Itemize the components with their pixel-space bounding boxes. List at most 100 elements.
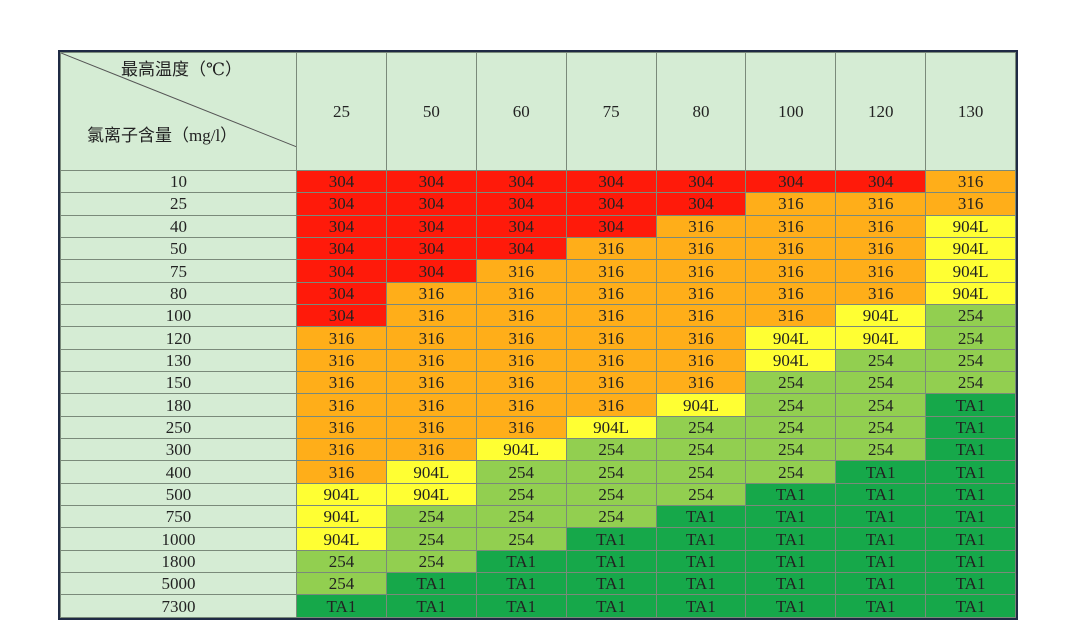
grade-cell: 316 <box>385 438 477 462</box>
grade-cell: 304 <box>475 214 567 238</box>
grade-cell: TA1 <box>835 482 927 507</box>
grade-cell: TA1 <box>745 572 837 596</box>
grade-cell: TA1 <box>475 572 567 596</box>
grade-cell: 904L <box>925 259 1016 283</box>
grade-cell: 254 <box>835 371 927 395</box>
grade-cell: 304 <box>565 214 657 238</box>
grade-cell: 316 <box>475 348 567 373</box>
table-row: 250 316 316 316 904L 254 254 254 TA1 <box>60 415 1016 440</box>
grade-cell: 316 <box>655 371 747 395</box>
grade-cell: 254 <box>745 460 837 484</box>
grade-cell: 316 <box>296 415 387 440</box>
grade-cell: 316 <box>296 438 387 462</box>
corner-bottom-label: 氯离子含量（mg/l） <box>87 126 238 145</box>
grade-cell: 304 <box>835 169 927 194</box>
table-row: 500 904L 904L 254 254 254 TA1 TA1 TA1 <box>60 482 1016 507</box>
grade-cell: 904L <box>565 415 657 440</box>
column-header: 120 <box>835 52 927 171</box>
grade-cell: 316 <box>565 348 657 373</box>
grade-cell: 254 <box>925 304 1016 328</box>
table-row: 75 304 304 316 316 316 316 316 904L <box>60 259 1016 283</box>
grade-cell: 904L <box>296 505 387 529</box>
table-row: 1800 254 254 TA1 TA1 TA1 TA1 TA1 TA1 <box>60 549 1016 574</box>
grade-cell: 304 <box>475 192 567 216</box>
grade-cell: 304 <box>385 259 477 283</box>
grade-cell: 304 <box>296 214 387 238</box>
grade-cell: 254 <box>565 505 657 529</box>
table-row: 130 316 316 316 316 316 904L 254 254 <box>60 348 1016 373</box>
grade-cell: TA1 <box>385 572 477 596</box>
grade-cell: 316 <box>655 326 747 350</box>
grade-cell: TA1 <box>835 527 927 551</box>
grade-cell: TA1 <box>925 505 1016 529</box>
grade-cell: 254 <box>565 438 657 462</box>
grade-cell: TA1 <box>565 594 657 618</box>
grade-cell: 254 <box>565 482 657 507</box>
row-header: 50 <box>60 236 297 261</box>
grade-cell: 304 <box>565 192 657 216</box>
row-header: 7300 <box>60 594 297 618</box>
grade-cell: 316 <box>475 326 567 350</box>
header-row: 最高温度（℃） 氯离子含量（mg/l） 25 50 60 75 80 100 120 130 <box>60 52 1016 171</box>
grade-cell: TA1 <box>835 460 927 484</box>
row-header: 120 <box>60 326 297 350</box>
table-row: 400 316 904L 254 254 254 254 TA1 TA1 <box>60 460 1016 484</box>
table-row: 100 304 316 316 316 316 316 904L 254 <box>60 304 1016 328</box>
grade-cell: 304 <box>296 169 387 194</box>
grade-cell: 254 <box>475 482 567 507</box>
grade-cell: 316 <box>475 371 567 395</box>
grade-cell: 904L <box>745 326 837 350</box>
grade-cell: 904L <box>296 527 387 551</box>
grade-cell: 254 <box>655 415 747 440</box>
grade-cell: 254 <box>475 527 567 551</box>
row-header: 250 <box>60 415 297 440</box>
row-header: 10 <box>60 169 297 194</box>
grade-cell: TA1 <box>835 549 927 574</box>
grade-cell: TA1 <box>925 393 1016 417</box>
row-header: 1000 <box>60 527 297 551</box>
grade-cell: 304 <box>296 304 387 328</box>
row-header: 500 <box>60 482 297 507</box>
grade-cell: TA1 <box>925 482 1016 507</box>
grade-cell: 316 <box>655 236 747 261</box>
grade-cell: 316 <box>565 281 657 306</box>
grade-cell: 304 <box>475 236 567 261</box>
grade-cell: 316 <box>565 236 657 261</box>
grade-cell: TA1 <box>835 594 927 618</box>
grade-cell: TA1 <box>385 594 477 618</box>
grade-cell: 316 <box>745 259 837 283</box>
table-row: 150 316 316 316 316 316 254 254 254 <box>60 371 1016 395</box>
row-header: 180 <box>60 393 297 417</box>
grade-cell: 316 <box>655 214 747 238</box>
table-frame: 最高温度（℃） 氯离子含量（mg/l） 25 50 60 75 80 100 120 130 … <box>58 50 1018 620</box>
grade-cell: 304 <box>296 192 387 216</box>
grade-cell: TA1 <box>925 415 1016 440</box>
row-header: 400 <box>60 460 297 484</box>
grade-cell: TA1 <box>655 594 747 618</box>
grade-cell: TA1 <box>745 549 837 574</box>
grade-cell: 316 <box>296 326 387 350</box>
grade-cell: 304 <box>296 236 387 261</box>
grade-cell: TA1 <box>925 438 1016 462</box>
grade-cell: 904L <box>835 326 927 350</box>
grade-cell: 254 <box>385 527 477 551</box>
grade-cell: 904L <box>745 348 837 373</box>
table-row: 120 316 316 316 316 316 904L 904L 254 <box>60 326 1016 350</box>
grade-cell: 316 <box>565 259 657 283</box>
table-row: 40 304 304 304 304 316 316 316 904L <box>60 214 1016 238</box>
grade-cell: 316 <box>296 393 387 417</box>
grade-cell: 316 <box>835 214 927 238</box>
grade-cell: 316 <box>296 348 387 373</box>
grade-cell: 304 <box>745 169 837 194</box>
grade-cell: TA1 <box>655 527 747 551</box>
grade-cell: 904L <box>925 236 1016 261</box>
corner-cell: 最高温度（℃） 氯离子含量（mg/l） <box>60 52 297 171</box>
grade-cell: 254 <box>745 371 837 395</box>
grade-cell: 304 <box>475 169 567 194</box>
grade-cell: TA1 <box>565 527 657 551</box>
grade-cell: TA1 <box>925 549 1016 574</box>
table-row: 25 304 304 304 304 304 316 316 316 <box>60 192 1016 216</box>
grade-cell: 254 <box>835 348 927 373</box>
grade-cell: 316 <box>655 304 747 328</box>
